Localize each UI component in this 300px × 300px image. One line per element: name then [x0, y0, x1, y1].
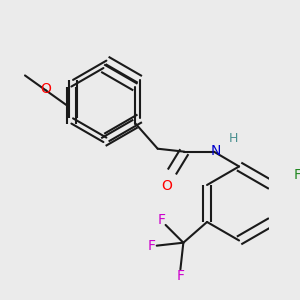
Text: F: F — [176, 269, 184, 283]
Text: O: O — [40, 82, 51, 96]
Text: F: F — [294, 168, 300, 182]
Text: F: F — [158, 213, 166, 226]
Text: F: F — [147, 239, 155, 253]
Text: H: H — [229, 132, 238, 145]
Text: N: N — [210, 144, 220, 158]
Text: O: O — [161, 179, 172, 193]
